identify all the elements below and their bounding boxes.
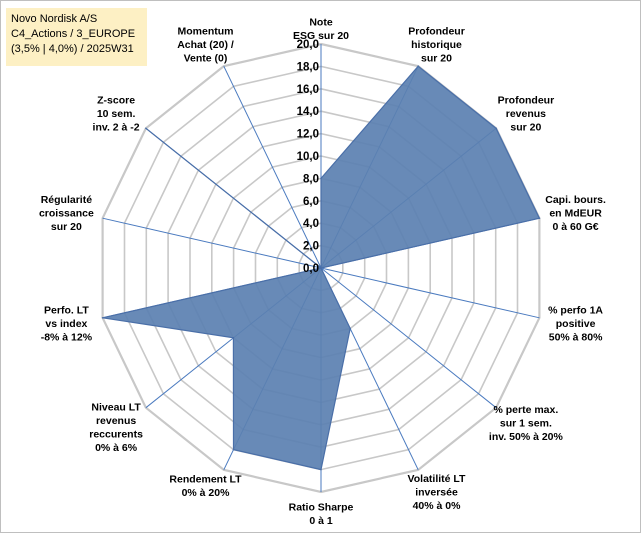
tick-label: 20,0: [297, 39, 319, 51]
tick-label: 12,0: [297, 129, 319, 141]
axis-label: Capi. bours. en MdEUR 0 à 60 G€: [545, 194, 606, 233]
label-layer: Note ESG sur 20 Profondeur historique sur 20…: [39, 17, 606, 528]
series-point: [320, 468, 322, 471]
series-point: [349, 327, 352, 330]
axis-spoke: [320, 267, 497, 409]
axis-label: Z-score 10 sem. inv. 2 à -2: [93, 95, 140, 134]
axis-spoke: [320, 267, 540, 319]
series-point: [232, 337, 235, 339]
axis-label: Volatilité LT inversée 40% à 0%: [408, 473, 467, 512]
axis-label: Régularité croissance sur 20: [39, 194, 94, 233]
tick-label: 0,0: [303, 263, 319, 275]
series-point: [495, 127, 497, 130]
axis-label: Profondeur revenus sur 20: [498, 95, 555, 134]
tick-label: 8,0: [303, 173, 319, 185]
axis-label: Note ESG sur 20: [293, 17, 349, 43]
tick-label: 14,0: [297, 106, 319, 118]
series-point: [320, 267, 322, 269]
series-point: [232, 448, 235, 451]
axis-label: % perfo 1A positive 50% à 80%: [548, 305, 603, 344]
axis-label: Niveau LT revenus reccurents 0% à 6%: [89, 402, 143, 455]
series-point: [145, 127, 147, 130]
series-point: [320, 177, 322, 180]
chart-title-box: Novo Nordisk A/S C4_Actions / 3_EUROPE (…: [6, 8, 147, 66]
axis-label: Profondeur historique sur 20: [408, 26, 465, 65]
tick-label: 16,0: [297, 84, 319, 96]
title-line-2: C4_Actions / 3_EUROPE: [11, 28, 136, 40]
series-layer: [101, 65, 541, 471]
tick-label: 18,0: [297, 61, 319, 73]
axis-spoke: [102, 217, 322, 269]
tick-label: 4,0: [303, 218, 319, 230]
axis-spoke: [223, 65, 322, 269]
series-point: [417, 65, 420, 67]
axis-label: % perte max. sur 1 sem. inv. 50% à 20%: [489, 404, 564, 443]
axis-label: Perfo. LT vs index -8% à 12%: [41, 305, 93, 344]
axis-label: Rendement LT 0% à 20%: [169, 474, 242, 500]
series-point: [538, 217, 541, 219]
tick-label: 10,0: [297, 151, 319, 163]
series-point: [101, 317, 104, 319]
axis-label: Ratio Sharpe 0 à 1: [289, 502, 354, 528]
tick-layer: 0,0 2,0 4,0 6,0 8,0 10,0 12,0 14,0 16,0 18,0 20,0: [297, 39, 319, 275]
tick-label: 6,0: [303, 196, 319, 208]
tick-label: 2,0: [303, 241, 319, 253]
axis-label: Momentum Achat (20) / Vente (0): [177, 26, 234, 65]
title-line-3: (3,5% | 4,0%) / 2025W31: [11, 43, 134, 55]
title-line-1: Novo Nordisk A/S: [11, 13, 98, 25]
